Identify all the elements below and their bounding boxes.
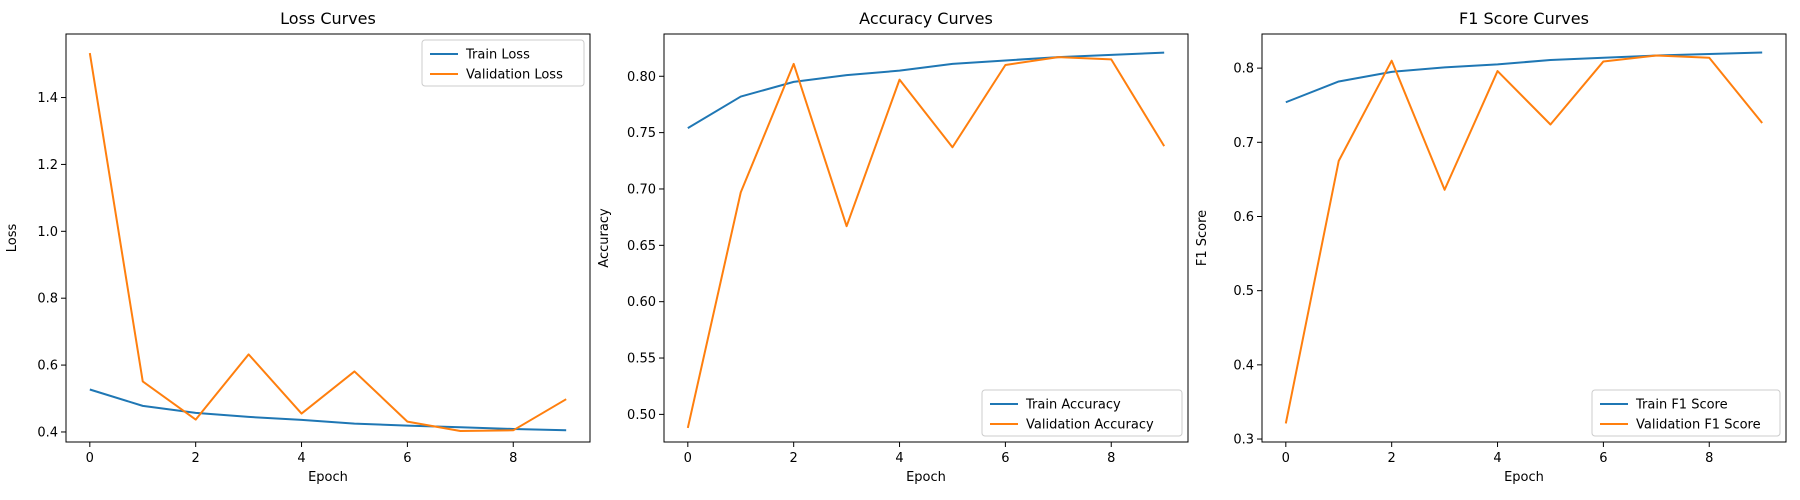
- y-tick-label: 0.50: [627, 408, 656, 423]
- x-tick-label: 0: [684, 451, 692, 466]
- x-tick-label: 4: [895, 451, 903, 466]
- legend-label: Validation Loss: [466, 68, 563, 83]
- y-tick-label: 0.4: [37, 425, 58, 440]
- y-tick-label: 0.80: [627, 70, 656, 85]
- chart-panel-2: Accuracy Curves 0 2 4 6 8 0.50 0.55 0.60 0.65 0.70…: [597, 9, 1189, 485]
- x-tick-label: 2: [192, 451, 200, 466]
- plot-area: [663, 33, 1189, 443]
- y-tick-label: 0.6: [1233, 210, 1254, 225]
- series-line-validation-accuracy: [686, 56, 1166, 429]
- y-tick-label: 1.0: [37, 225, 58, 240]
- y-axis-label: Loss: [5, 224, 20, 253]
- y-tick-label: 0.70: [627, 182, 656, 197]
- series-line-train-accuracy: [687, 51, 1165, 129]
- x-axis-label: Epoch: [308, 470, 348, 485]
- x-tick-label: 2: [1388, 451, 1396, 466]
- y-tick-label: 1.4: [37, 91, 58, 106]
- x-tick-label: 4: [1493, 451, 1501, 466]
- y-tick-label: 0.60: [627, 295, 656, 310]
- legend-label: Train Loss: [465, 48, 530, 63]
- y-axis-label: Accuracy: [597, 208, 612, 268]
- legend-label: Validation Accuracy: [1026, 418, 1154, 433]
- series-line-train-f1-score: [1285, 51, 1763, 104]
- x-axis-label: Epoch: [1504, 470, 1544, 485]
- x-tick-label: 6: [403, 451, 411, 466]
- x-tick-label: 6: [1001, 451, 1009, 466]
- plot-area: [65, 33, 591, 443]
- x-tick-label: 8: [1705, 451, 1713, 466]
- series-line-train-loss: [89, 388, 567, 432]
- y-tick-label: 0.4: [1233, 358, 1254, 373]
- series-line-validation-loss: [88, 52, 567, 432]
- x-tick-label: 2: [790, 451, 798, 466]
- chart-panel-3: F1 Score Curves 0 2 4 6 8 0.3 0.4 0.5 0.6 0.7 0.8 Ep…: [1195, 9, 1787, 485]
- chart-title: Loss Curves: [280, 9, 376, 28]
- chart-title: F1 Score Curves: [1459, 9, 1589, 28]
- x-axis-label: Epoch: [906, 470, 946, 485]
- y-tick-label: 0.8: [37, 292, 58, 307]
- y-tick-label: 0.5: [1233, 284, 1254, 299]
- legend-box: [1591, 389, 1781, 437]
- legend-box: [981, 389, 1183, 437]
- legend-label: Train Accuracy: [1025, 398, 1121, 413]
- chart-title: Accuracy Curves: [859, 9, 993, 28]
- series-line-validation-f1-score: [1284, 54, 1763, 424]
- y-tick-label: 0.65: [627, 239, 656, 254]
- y-tick-label: 0.75: [627, 126, 656, 141]
- chart-panel-1: Loss Curves 0 2 4 6 8 0.4 0.6 0.8 1.0 1.2 1.4 Epoch L…: [5, 9, 591, 485]
- y-tick-label: 0.8: [1233, 62, 1254, 77]
- y-tick-label: 1.2: [37, 158, 58, 173]
- plot-area: [1261, 33, 1787, 443]
- x-tick-label: 4: [297, 451, 305, 466]
- legend: Train Loss Validation Loss: [421, 39, 585, 87]
- y-axis-label: F1 Score: [1195, 210, 1210, 266]
- y-tick-label: 0.3: [1233, 433, 1254, 448]
- legend-label: Validation F1 Score: [1636, 418, 1761, 433]
- x-tick-label: 6: [1599, 451, 1607, 466]
- x-tick-label: 8: [1107, 451, 1115, 466]
- legend: Train F1 Score Validation F1 Score: [1591, 389, 1781, 437]
- x-tick-label: 0: [86, 451, 94, 466]
- y-tick-label: 0.7: [1233, 136, 1254, 151]
- legend-label: Train F1 Score: [1635, 398, 1728, 413]
- y-tick-label: 0.6: [37, 359, 58, 374]
- legend-box: [421, 39, 585, 87]
- x-tick-label: 0: [1282, 451, 1290, 466]
- y-tick-label: 0.55: [627, 352, 656, 367]
- legend: Train Accuracy Validation Accuracy: [981, 389, 1183, 437]
- x-tick-label: 8: [509, 451, 517, 466]
